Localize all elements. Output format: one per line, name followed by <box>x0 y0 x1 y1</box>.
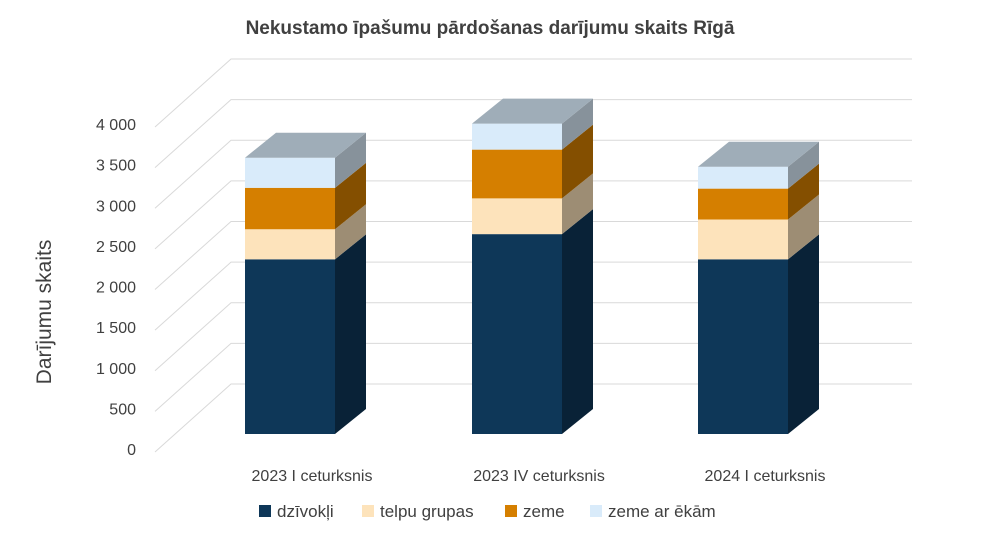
bar-segment-side <box>562 209 593 434</box>
bar-segment-front <box>472 198 562 235</box>
bar-segment-side <box>562 173 593 235</box>
gridline <box>154 302 912 372</box>
gridline <box>154 99 912 168</box>
legend-swatch <box>505 505 517 517</box>
legend-item: telpu grupas <box>362 502 474 521</box>
y-tick-label: 3 500 <box>96 158 136 175</box>
bar-segment-front <box>698 259 788 434</box>
legend-label: zeme <box>523 502 565 521</box>
bar-top <box>472 98 593 124</box>
bar-segment-side <box>335 204 366 260</box>
legend-item: zeme <box>505 502 565 521</box>
x-category-label: 2023 IV ceturksnis <box>473 468 605 485</box>
bar-segment-front <box>698 219 788 260</box>
bar-segment-front <box>472 149 562 199</box>
bar-segment-side <box>788 141 819 189</box>
gridlines <box>154 58 912 453</box>
bar-segment-front <box>245 157 335 188</box>
legend: dzīvokļi telpu grupas zeme zeme ar ēkām <box>259 502 716 521</box>
y-tick-label: 2 000 <box>96 280 136 297</box>
gridline <box>154 58 912 128</box>
bar-segment-front <box>698 188 788 220</box>
bar-segment-side <box>788 194 819 260</box>
chart-title: Nekustamo īpašumu pārdošanas darījumu sk… <box>246 18 735 39</box>
bar-top <box>698 141 819 167</box>
y-axis-ticks: 0 500 1 000 1 500 2 000 2 500 3 000 3 500 4 000 <box>96 117 136 459</box>
bar-top <box>245 132 366 158</box>
bar-segment-side <box>788 163 819 220</box>
bar-segment-front <box>245 229 335 260</box>
gridline <box>154 180 912 250</box>
bar-stack <box>245 132 366 434</box>
legend-item: zeme ar ēkām <box>590 502 716 521</box>
legend-swatch <box>590 505 602 517</box>
y-tick-label: 1 000 <box>96 361 136 378</box>
bar-segment-side <box>335 162 366 230</box>
bar-segment-front <box>245 259 335 434</box>
x-category-label: 2023 I ceturksnis <box>252 468 373 485</box>
legend-label: telpu grupas <box>380 502 474 521</box>
y-tick-label: 3 000 <box>96 198 136 215</box>
legend-label: dzīvokļi <box>277 502 334 521</box>
bars <box>245 98 819 434</box>
bar-segment-side <box>335 132 366 188</box>
bar-segment-front <box>245 187 335 230</box>
bar-segment-side <box>562 124 593 199</box>
y-tick-label: 4 000 <box>96 117 136 134</box>
bar-segment-side <box>788 234 819 434</box>
gridline <box>154 342 912 412</box>
legend-label: zeme ar ēkām <box>608 502 716 521</box>
bar-stack <box>698 141 819 434</box>
gridline <box>154 139 912 209</box>
y-tick-label: 2 500 <box>96 239 136 256</box>
x-category-label: 2024 I ceturksnis <box>705 468 826 485</box>
gridline <box>154 221 912 290</box>
y-tick-label: 500 <box>109 401 136 418</box>
bar-segment-side <box>335 234 366 434</box>
bar-segment-front <box>472 234 562 434</box>
bar-segment-side <box>562 98 593 150</box>
x-axis-categories: 2023 I ceturksnis 2023 IV ceturksnis 2024 … <box>252 468 826 485</box>
gridline <box>154 383 912 453</box>
gridline <box>154 261 912 331</box>
legend-swatch <box>362 505 374 517</box>
y-tick-label: 0 <box>127 442 136 459</box>
bar-segment-front <box>472 123 562 150</box>
bar-stack <box>472 98 593 434</box>
legend-item: dzīvokļi <box>259 502 334 521</box>
legend-swatch <box>259 505 271 517</box>
bar-segment-front <box>698 166 788 189</box>
y-axis-label: Darījumu skaits <box>33 240 56 385</box>
y-tick-label: 1 500 <box>96 320 136 337</box>
